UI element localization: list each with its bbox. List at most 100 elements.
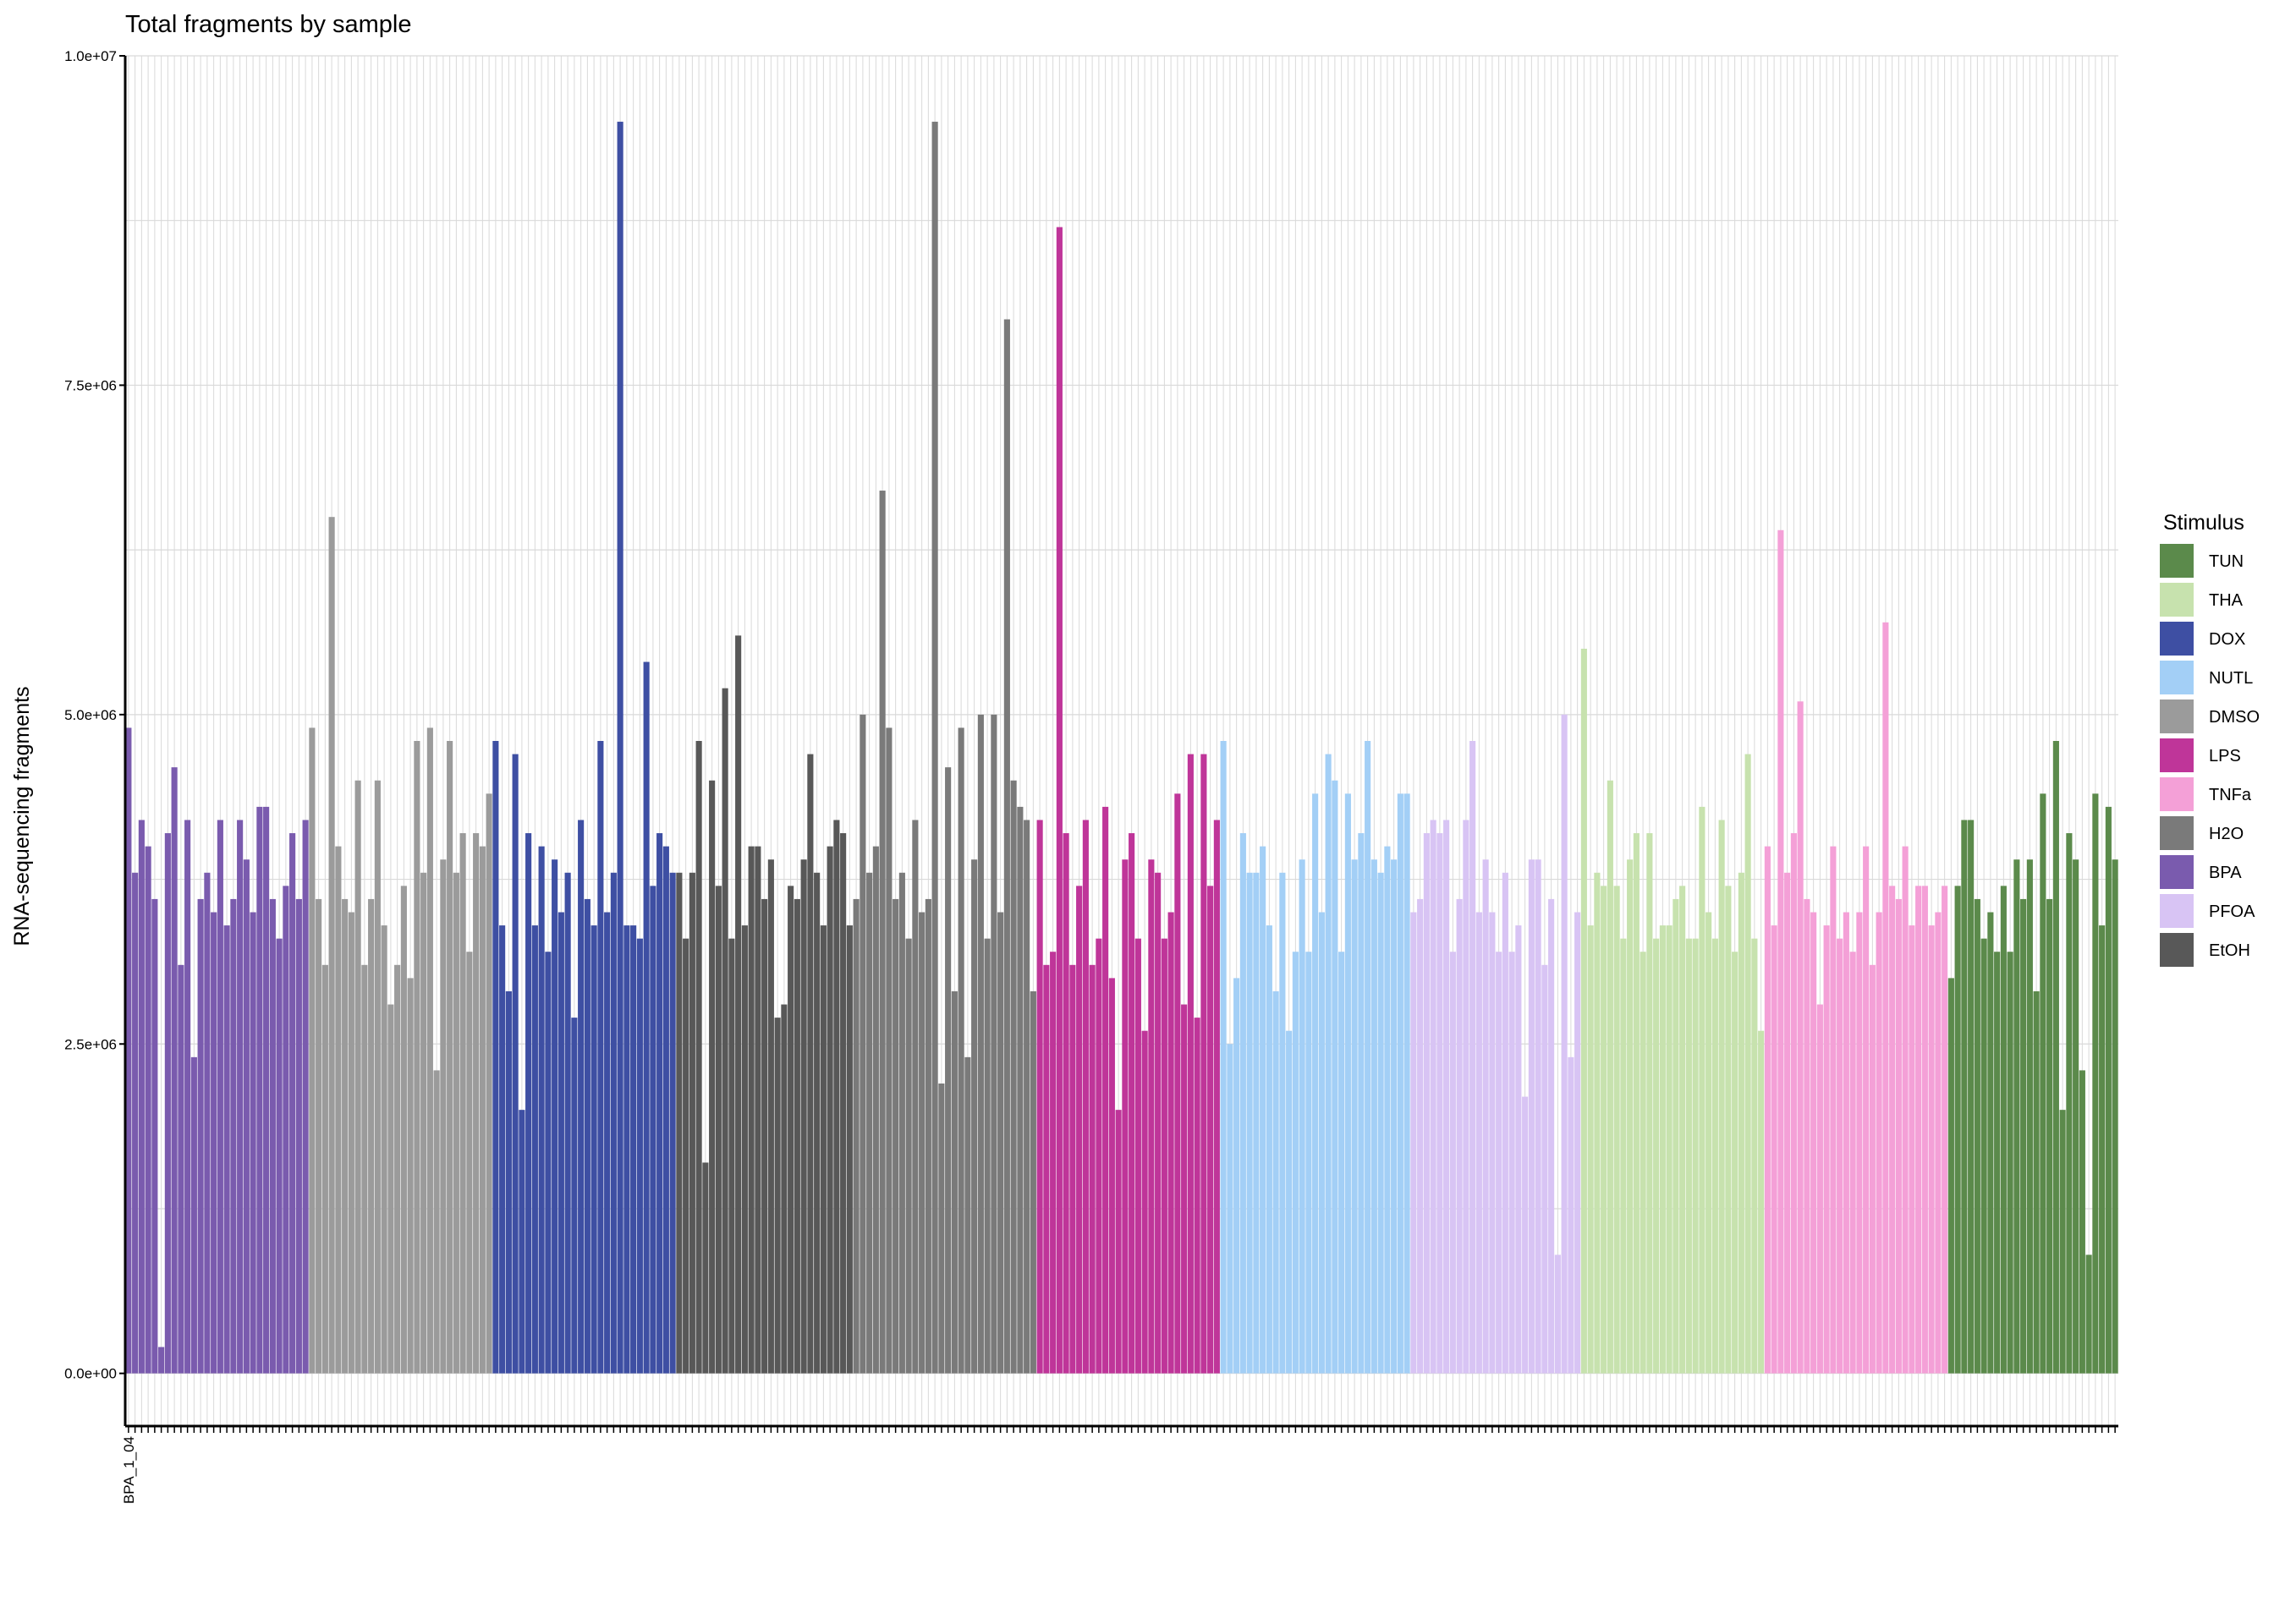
bar-tha (1659, 925, 1666, 1374)
bar-dmso (486, 793, 492, 1374)
bar-dmso (354, 780, 361, 1374)
bar-dox (636, 938, 643, 1374)
bar-tun (1961, 820, 1968, 1374)
bar-dox (571, 1018, 578, 1374)
bar-tha (1601, 886, 1607, 1374)
bar-dmso (321, 964, 328, 1374)
bar-h2o (958, 727, 964, 1374)
legend-key-tun (2160, 544, 2194, 578)
bar-etoh (702, 1162, 709, 1374)
bar-tun (2085, 1254, 2092, 1374)
y-tick-labels: 0.0e+00 2.5e+06 5.0e+06 7.5e+06 1.0e+07 (64, 48, 125, 1382)
bar-pfoa (1430, 820, 1436, 1374)
bar-pfoa (1548, 898, 1555, 1374)
bars (125, 121, 2118, 1374)
bar-etoh (689, 872, 695, 1374)
bar-tnfa (1790, 833, 1797, 1374)
bar-tun (2112, 859, 2118, 1374)
bar-pfoa (1574, 912, 1581, 1374)
bar-bpa (138, 820, 145, 1374)
bar-pfoa (1482, 859, 1489, 1374)
bar-tun (1954, 886, 1961, 1374)
legend-label-lps: LPS (2209, 747, 2241, 765)
bar-etoh (794, 898, 800, 1374)
y-tick-label: 0.0e+00 (64, 1366, 117, 1382)
bar-tnfa (1909, 925, 1915, 1374)
legend-key-tnfa (2160, 777, 2194, 811)
bar-h2o (853, 898, 860, 1374)
bar-tnfa (1797, 701, 1804, 1374)
bar-lps (1056, 227, 1063, 1374)
bar-h2o (1010, 780, 1017, 1374)
axes (124, 56, 2118, 1428)
bar-tun (2033, 990, 2040, 1374)
bar-dmso (342, 898, 349, 1374)
bar-lps (1181, 1004, 1188, 1374)
bar-pfoa (1475, 912, 1482, 1374)
bar-bpa (132, 872, 139, 1374)
bar-lps (1063, 833, 1069, 1374)
bar-nutl (1318, 912, 1325, 1374)
bar-h2o (898, 872, 905, 1374)
bar-tnfa (1869, 964, 1876, 1374)
bar-h2o (991, 714, 997, 1374)
bar-tha (1666, 925, 1673, 1374)
bar-tnfa (1823, 925, 1830, 1374)
legend-label-dox: DOX (2209, 630, 2245, 649)
bar-nutl (1233, 978, 1240, 1374)
bar-nutl (1312, 793, 1319, 1374)
bar-dmso (400, 886, 407, 1374)
y-tick-label: 5.0e+06 (64, 707, 117, 723)
bar-bpa (125, 727, 132, 1374)
bar-dox (584, 898, 590, 1374)
bar-etoh (728, 938, 735, 1374)
bar-h2o (964, 1056, 971, 1374)
bar-nutl (1272, 990, 1279, 1374)
bar-bpa (217, 820, 223, 1374)
bar-lps (1167, 912, 1174, 1374)
bar-dox (512, 754, 519, 1374)
bar-dox (531, 925, 538, 1374)
bar-etoh (840, 833, 847, 1374)
bar-tha (1679, 886, 1686, 1374)
bar-dmso (361, 964, 368, 1374)
bar-etoh (722, 688, 728, 1374)
bar-dmso (479, 846, 486, 1374)
legend-key-lps (2160, 738, 2194, 772)
bar-etoh (820, 925, 827, 1374)
bar-pfoa (1508, 952, 1515, 1374)
bar-tnfa (1843, 912, 1849, 1374)
bar-dmso (387, 1004, 394, 1374)
bar-tnfa (1921, 886, 1928, 1374)
legend-label-tun: TUN (2209, 552, 2244, 571)
bar-h2o (912, 820, 919, 1374)
bar-tnfa (1849, 952, 1856, 1374)
bar-lps (1115, 1110, 1122, 1374)
bar-dox (643, 661, 650, 1374)
bar-tha (1725, 886, 1732, 1374)
legend-key-bpa (2160, 855, 2194, 889)
bar-tnfa (1837, 938, 1843, 1374)
bar-lps (1161, 938, 1167, 1374)
bar-nutl (1299, 859, 1305, 1374)
legend-label-tha: THA (2209, 591, 2244, 610)
bar-h2o (1024, 820, 1030, 1374)
bar-tha (1607, 780, 1613, 1374)
bar-tnfa (1915, 886, 1922, 1374)
bar-tnfa (1764, 846, 1771, 1374)
legend-label-pfoa: PFOA (2209, 903, 2255, 921)
bar-tun (2040, 793, 2046, 1374)
bar-tha (1685, 938, 1692, 1374)
bar-tha (1594, 872, 1601, 1374)
bar-lps (1141, 1030, 1148, 1374)
bar-dox (525, 833, 532, 1374)
bar-lps (1082, 820, 1089, 1374)
bar-dox (610, 872, 617, 1374)
bar-lps (1089, 964, 1096, 1374)
bar-dmso (348, 912, 354, 1374)
bar-h2o (879, 491, 886, 1374)
bar-lps (1129, 833, 1135, 1374)
bar-dmso (328, 517, 335, 1374)
bar-pfoa (1541, 964, 1548, 1374)
bar-h2o (971, 859, 978, 1374)
